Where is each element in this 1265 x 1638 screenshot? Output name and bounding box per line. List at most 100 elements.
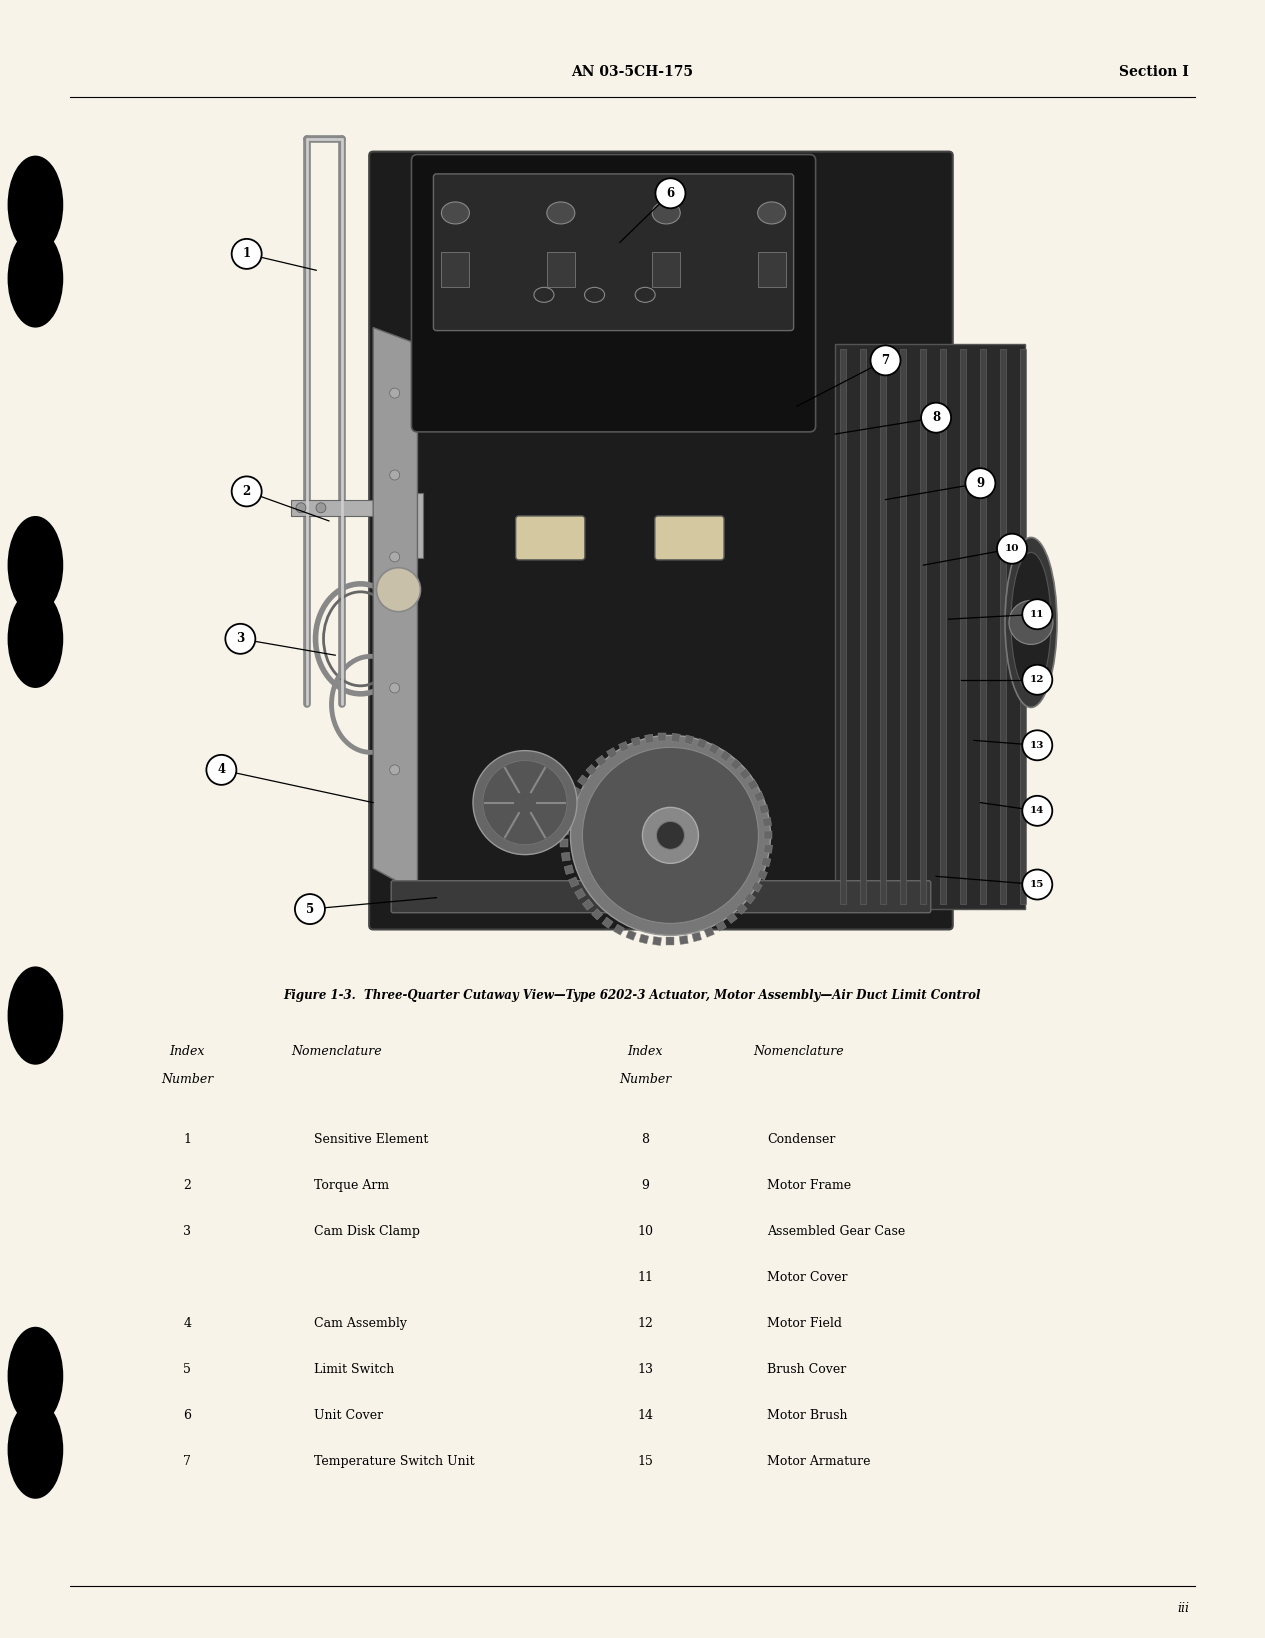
Text: 1: 1 (183, 1133, 191, 1147)
Text: Condenser: Condenser (767, 1133, 835, 1147)
Bar (614, 924, 625, 935)
Bar (592, 909, 603, 921)
Circle shape (390, 552, 400, 562)
Circle shape (643, 808, 698, 863)
Bar (764, 844, 773, 853)
Bar (574, 888, 586, 899)
Bar (586, 765, 597, 776)
Text: Motor Cover: Motor Cover (767, 1271, 848, 1284)
Bar (860, 349, 865, 904)
Text: 15: 15 (1030, 880, 1045, 889)
Text: Motor Armature: Motor Armature (767, 1455, 870, 1468)
Bar (697, 739, 707, 749)
Bar (703, 927, 715, 937)
Bar (720, 750, 731, 762)
Text: Index: Index (627, 1045, 663, 1058)
Text: Number: Number (161, 1073, 214, 1086)
Text: Limit Switch: Limit Switch (314, 1363, 395, 1376)
Bar (546, 252, 574, 287)
Bar (920, 349, 926, 904)
Bar (744, 893, 755, 904)
Circle shape (473, 750, 577, 855)
Bar (602, 917, 614, 929)
Bar (578, 775, 588, 786)
Text: Number: Number (619, 1073, 672, 1086)
Text: Cam Assembly: Cam Assembly (314, 1317, 407, 1330)
Bar (960, 349, 965, 904)
Text: Nomenclature: Nomenclature (291, 1045, 382, 1058)
Text: 5: 5 (183, 1363, 191, 1376)
Text: Torque Arm: Torque Arm (314, 1179, 390, 1192)
Bar (582, 899, 593, 911)
FancyBboxPatch shape (391, 881, 931, 912)
Text: Figure 1-3.  Three-Quarter Cutaway View—Type 6202-3 Actuator, Motor Assembly—Air: Figure 1-3. Three-Quarter Cutaway View—T… (283, 989, 982, 1002)
Bar (562, 852, 571, 862)
Circle shape (571, 735, 770, 935)
Text: Cam Disk Clamp: Cam Disk Clamp (314, 1225, 420, 1238)
Circle shape (296, 503, 306, 513)
Bar (565, 799, 576, 809)
Text: 3: 3 (237, 632, 244, 645)
Text: Index: Index (170, 1045, 205, 1058)
Bar (645, 734, 654, 744)
Bar (596, 755, 607, 767)
FancyBboxPatch shape (411, 154, 816, 432)
Bar (1020, 349, 1026, 904)
Bar (684, 735, 694, 745)
Text: Motor Frame: Motor Frame (767, 1179, 851, 1192)
Bar (979, 349, 985, 904)
Text: 1: 1 (243, 247, 250, 260)
Text: 12: 12 (1030, 675, 1045, 685)
Text: 14: 14 (638, 1409, 653, 1422)
Bar (739, 768, 750, 780)
Circle shape (870, 346, 901, 375)
Bar (619, 742, 629, 752)
Ellipse shape (8, 229, 63, 328)
Bar (730, 758, 741, 770)
Bar (560, 826, 569, 834)
Circle shape (1022, 731, 1052, 760)
Text: 13: 13 (1030, 740, 1045, 750)
Bar (764, 832, 773, 839)
Text: Motor Brush: Motor Brush (767, 1409, 848, 1422)
Bar (653, 937, 662, 945)
Circle shape (231, 239, 262, 269)
Circle shape (965, 468, 996, 498)
Bar (639, 934, 649, 943)
Bar (716, 921, 726, 930)
Ellipse shape (8, 1327, 63, 1425)
Text: 11: 11 (1030, 609, 1045, 619)
Circle shape (1022, 796, 1052, 826)
Ellipse shape (653, 201, 681, 224)
Circle shape (1009, 601, 1052, 644)
Bar (606, 747, 617, 758)
Text: Nomenclature: Nomenclature (754, 1045, 844, 1058)
Text: Section I: Section I (1120, 64, 1189, 79)
Circle shape (390, 470, 400, 480)
Ellipse shape (8, 516, 63, 614)
Text: AN 03-5CH-175: AN 03-5CH-175 (572, 64, 693, 79)
Bar (571, 786, 582, 798)
Text: 11: 11 (638, 1271, 653, 1284)
Bar (754, 791, 764, 803)
Text: 8: 8 (641, 1133, 649, 1147)
Bar (940, 349, 946, 904)
Ellipse shape (1004, 537, 1058, 708)
Ellipse shape (1011, 552, 1051, 693)
Text: iii: iii (1178, 1602, 1189, 1615)
Text: 6: 6 (667, 187, 674, 200)
Bar (631, 737, 641, 747)
Ellipse shape (8, 966, 63, 1065)
Text: 15: 15 (638, 1455, 653, 1468)
Bar (441, 252, 469, 287)
Bar (291, 500, 417, 516)
Text: Brush Cover: Brush Cover (767, 1363, 846, 1376)
Text: Temperature Switch Unit: Temperature Switch Unit (314, 1455, 474, 1468)
Circle shape (295, 894, 325, 924)
FancyBboxPatch shape (369, 152, 953, 929)
Bar (840, 349, 846, 904)
Text: Unit Cover: Unit Cover (314, 1409, 383, 1422)
Text: 2: 2 (183, 1179, 191, 1192)
Bar (568, 876, 579, 888)
Text: 14: 14 (1030, 806, 1045, 816)
